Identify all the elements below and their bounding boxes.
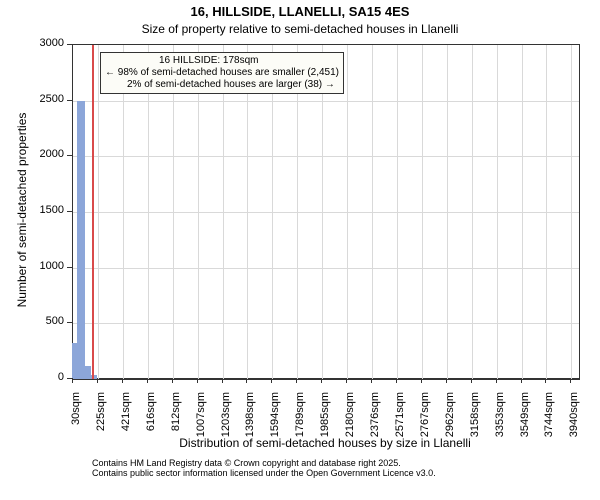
plot-area bbox=[72, 44, 580, 380]
x-tick-mark bbox=[545, 378, 546, 383]
x-tick-label: 3744sqm bbox=[543, 392, 555, 448]
chart-title-main: 16, HILLSIDE, LLANELLI, SA15 4ES bbox=[0, 4, 600, 19]
x-tick-label: 2571sqm bbox=[394, 392, 406, 448]
x-tick-mark bbox=[396, 378, 397, 383]
gridline-vertical bbox=[322, 45, 323, 379]
x-tick-mark bbox=[421, 378, 422, 383]
annotation-line: ← 98% of semi-detached houses are smalle… bbox=[105, 67, 339, 79]
y-tick-mark bbox=[67, 155, 72, 156]
gridline-vertical bbox=[522, 45, 523, 379]
y-tick-mark bbox=[67, 322, 72, 323]
annotation-line: 16 HILLSIDE: 178sqm bbox=[105, 55, 339, 67]
attribution-line: Contains public sector information licen… bbox=[92, 468, 436, 478]
property-marker-line bbox=[92, 45, 94, 379]
x-tick-label: 1007sqm bbox=[195, 392, 207, 448]
x-tick-label: 2376sqm bbox=[369, 392, 381, 448]
gridline-vertical bbox=[272, 45, 273, 379]
x-tick-label: 1594sqm bbox=[269, 392, 281, 448]
attribution-line: Contains HM Land Registry data © Crown c… bbox=[92, 458, 436, 468]
x-tick-label: 3158sqm bbox=[469, 392, 481, 448]
gridline-vertical bbox=[571, 45, 572, 379]
y-tick-label: 500 bbox=[24, 315, 64, 327]
x-tick-mark bbox=[246, 378, 247, 383]
x-tick-mark bbox=[296, 378, 297, 383]
x-tick-mark bbox=[72, 378, 73, 383]
x-tick-label: 225sqm bbox=[95, 392, 107, 448]
gridline-vertical bbox=[247, 45, 248, 379]
x-tick-mark bbox=[570, 378, 571, 383]
x-tick-label: 3353sqm bbox=[494, 392, 506, 448]
y-tick-label: 1000 bbox=[24, 260, 64, 272]
gridline-vertical bbox=[223, 45, 224, 379]
x-tick-mark bbox=[172, 378, 173, 383]
y-tick-mark bbox=[67, 100, 72, 101]
gridline-vertical bbox=[198, 45, 199, 379]
x-tick-label: 1398sqm bbox=[244, 392, 256, 448]
gridline-horizontal bbox=[73, 101, 579, 102]
x-tick-label: 3549sqm bbox=[519, 392, 531, 448]
gridline-vertical bbox=[173, 45, 174, 379]
annotation-line: 2% of semi-detached houses are larger (3… bbox=[105, 79, 339, 91]
gridline-horizontal bbox=[73, 212, 579, 213]
x-tick-label: 1985sqm bbox=[319, 392, 331, 448]
x-tick-label: 1203sqm bbox=[220, 392, 232, 448]
gridline-vertical bbox=[497, 45, 498, 379]
chart-container: 16, HILLSIDE, LLANELLI, SA15 4ES Size of… bbox=[0, 0, 600, 500]
gridline-vertical bbox=[123, 45, 124, 379]
gridline-vertical bbox=[397, 45, 398, 379]
gridline-vertical bbox=[148, 45, 149, 379]
y-tick-mark bbox=[67, 44, 72, 45]
y-tick-label: 2500 bbox=[24, 93, 64, 105]
x-tick-mark bbox=[147, 378, 148, 383]
histogram-bar bbox=[77, 101, 85, 379]
x-tick-mark bbox=[321, 378, 322, 383]
x-tick-mark bbox=[197, 378, 198, 383]
gridline-vertical bbox=[347, 45, 348, 379]
gridline-vertical bbox=[472, 45, 473, 379]
x-tick-mark bbox=[346, 378, 347, 383]
chart-title-sub: Size of property relative to semi-detach… bbox=[0, 22, 600, 36]
y-tick-mark bbox=[67, 211, 72, 212]
x-tick-label: 2180sqm bbox=[344, 392, 356, 448]
x-tick-label: 812sqm bbox=[170, 392, 182, 448]
x-tick-label: 616sqm bbox=[145, 392, 157, 448]
gridline-vertical bbox=[546, 45, 547, 379]
x-tick-mark bbox=[271, 378, 272, 383]
x-tick-label: 421sqm bbox=[120, 392, 132, 448]
gridline-vertical bbox=[372, 45, 373, 379]
x-tick-mark bbox=[122, 378, 123, 383]
x-tick-mark bbox=[222, 378, 223, 383]
annotation-box: 16 HILLSIDE: 178sqm← 98% of semi-detache… bbox=[100, 52, 344, 94]
x-tick-label: 2962sqm bbox=[444, 392, 456, 448]
x-tick-label: 1789sqm bbox=[294, 392, 306, 448]
x-tick-label: 2767sqm bbox=[419, 392, 431, 448]
gridline-vertical bbox=[297, 45, 298, 379]
y-tick-label: 0 bbox=[24, 371, 64, 383]
y-tick-label: 1500 bbox=[24, 204, 64, 216]
y-tick-label: 3000 bbox=[24, 37, 64, 49]
gridline-horizontal bbox=[73, 268, 579, 269]
x-tick-mark bbox=[97, 378, 98, 383]
gridline-vertical bbox=[447, 45, 448, 379]
y-tick-label: 2000 bbox=[24, 148, 64, 160]
x-tick-mark bbox=[446, 378, 447, 383]
attribution-text: Contains HM Land Registry data © Crown c… bbox=[92, 458, 436, 479]
gridline-vertical bbox=[422, 45, 423, 379]
gridline-horizontal bbox=[73, 323, 579, 324]
x-tick-label: 3940sqm bbox=[568, 392, 580, 448]
x-tick-mark bbox=[496, 378, 497, 383]
x-tick-label: 30sqm bbox=[70, 392, 82, 448]
y-tick-mark bbox=[67, 267, 72, 268]
x-tick-mark bbox=[471, 378, 472, 383]
x-tick-mark bbox=[371, 378, 372, 383]
x-tick-mark bbox=[521, 378, 522, 383]
gridline-horizontal bbox=[73, 156, 579, 157]
baseline bbox=[73, 378, 579, 379]
gridline-vertical bbox=[98, 45, 99, 379]
